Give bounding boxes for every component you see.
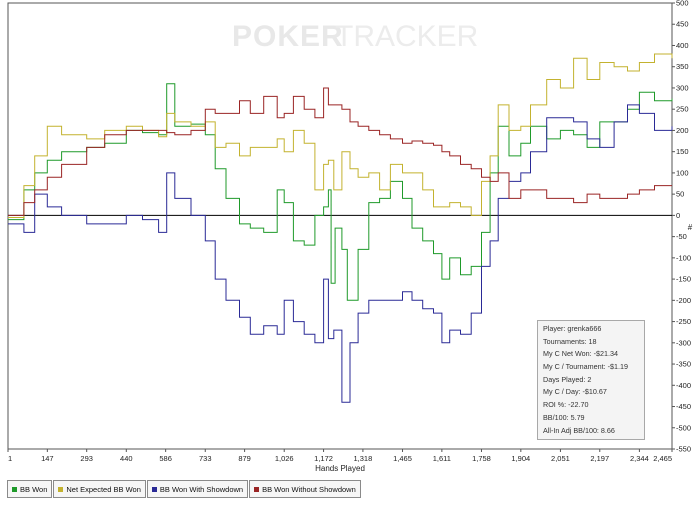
legend-item: BB Won Without Showdown [249, 480, 361, 498]
stats-line: Player: grenka666 [543, 324, 602, 333]
y-tick-label: -550 [676, 445, 691, 454]
stats-line: BB/100: 5.79 [543, 412, 585, 422]
y-tick-label: 250 [676, 105, 689, 114]
y-tick-label: -450 [676, 402, 691, 411]
y-tick-label: 500 [676, 0, 689, 8]
y-tick-label: -150 [676, 275, 691, 284]
y-tick-label: -200 [676, 296, 691, 305]
legend-swatch [58, 486, 64, 492]
y-tick-label: -400 [676, 381, 691, 390]
y-tick-label: 100 [676, 168, 689, 177]
y-tick-label: 350 [676, 62, 689, 71]
y-tick-label: 50 [676, 190, 684, 199]
stats-line: Days Played: 2 [543, 374, 592, 384]
y-tick-label: 150 [676, 147, 689, 156]
watermark-poker: POKER [232, 20, 344, 53]
x-axis: 1 147 293 440 586 733 879 1,026 1,172 1,318 1,465 1… [7, 449, 673, 463]
x-tick-label: 1,172 [314, 454, 333, 463]
x-tick-label: 1,611 [433, 454, 451, 463]
stats-line: ROI %: -22.70 [543, 400, 589, 410]
stats-line: My C / Tournament: -$1.19 [543, 362, 628, 372]
legend-label: BB Won [20, 484, 48, 494]
series-line-1 [8, 83, 673, 301]
x-tick-label: 1,758 [472, 454, 491, 463]
legend-swatch [12, 486, 17, 492]
series-group [8, 53, 673, 403]
stats-panel: Player: grenka666 Tournaments: 18 My C Net… [537, 320, 645, 440]
x-tick-label: 1,318 [354, 454, 373, 463]
plot-frame [7, 2, 673, 450]
series-line-2 [8, 53, 673, 218]
x-tick-label: 293 [80, 454, 93, 463]
y-axis-label: # [688, 223, 693, 232]
x-tick-label: 147 [41, 454, 54, 463]
stats-line: My C / Day: -$10.67 [543, 387, 607, 397]
stats-line: My C Net Won: -$21.34 [543, 349, 618, 359]
x-tick-label: 1,904 [511, 454, 530, 463]
stats-line: Tournaments: 18 [543, 336, 597, 346]
legend-item: BB Won With Showdown [146, 480, 249, 498]
x-tick-label: 586 [159, 454, 172, 463]
y-tick-label: -300 [676, 338, 691, 347]
x-tick-label: 1,465 [393, 454, 412, 463]
poker-tracker-watermark: POKER TRACKER [232, 20, 478, 53]
y-tick-label: -50 [676, 232, 687, 241]
y-tick-label: 300 [676, 83, 689, 92]
y-tick-label: 450 [676, 20, 689, 29]
x-tick-label: 2,465 [653, 454, 672, 463]
y-tick-label: 400 [676, 41, 689, 50]
y-axis: 500450400350300250200150100500-50-100-15… [672, 0, 691, 454]
legend-swatch [254, 486, 260, 492]
legend-swatch [151, 486, 157, 492]
x-tick-label: 440 [120, 454, 133, 463]
x-tick-label: 2,197 [590, 454, 609, 463]
x-tick-label: 879 [238, 454, 251, 463]
y-tick-label: 0 [676, 211, 680, 220]
x-axis-label: Hands Played [315, 464, 365, 473]
watermark-tracker: TRACKER [335, 20, 478, 53]
legend-label: BB Won With Showdown [159, 484, 244, 494]
legend-label: BB Won Without Showdown [262, 484, 356, 494]
legend-item: BB Won [7, 480, 53, 498]
series-line-3 [8, 104, 673, 403]
x-tick-label: 2,051 [551, 454, 570, 463]
x-tick-label: 1 [8, 454, 12, 463]
x-tick-label: 1,026 [275, 454, 294, 463]
legend: BB Won Net Expected BB Won BB Won With Sho… [7, 480, 362, 498]
y-tick-label: -100 [676, 253, 691, 262]
x-tick-label: 733 [199, 454, 212, 463]
y-tick-label: -350 [676, 360, 691, 369]
stats-line: All-In Adj BB/100: 8.66 [543, 425, 615, 435]
legend-item: Net Expected BB Won [53, 480, 146, 498]
chart-svg: POKER TRACKER 50045040035030025020015010… [7, 0, 693, 473]
y-tick-label: 200 [676, 126, 689, 135]
x-tick-label: 2,344 [630, 454, 649, 463]
y-tick-label: -500 [676, 423, 691, 432]
y-tick-label: -250 [676, 317, 691, 326]
legend-label: Net Expected BB Won [66, 484, 141, 494]
series-line-4 [8, 87, 672, 216]
